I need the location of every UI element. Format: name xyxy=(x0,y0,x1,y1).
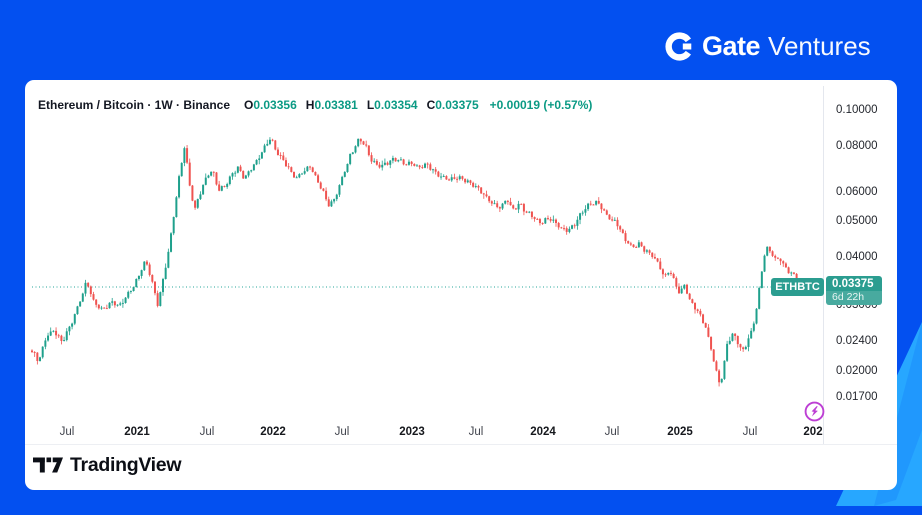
price-axis-label: 0.06000 xyxy=(836,186,878,198)
ohlc-high: H0.03381 xyxy=(305,98,358,112)
price-axis-label: 0.05000 xyxy=(836,215,878,227)
price-axis-border xyxy=(823,86,824,444)
price-axis-label: 0.02400 xyxy=(836,335,878,347)
tradingview-logo-text: TradingView xyxy=(70,453,182,476)
gate-logo-suffix: Ventures xyxy=(768,30,871,61)
ohlc-low: L0.03354 xyxy=(366,98,418,112)
gate-ventures-logo: Gate Ventures xyxy=(664,28,871,64)
instant-trading-button[interactable] xyxy=(804,401,825,422)
footer-divider xyxy=(25,444,897,445)
time-axis-label: Jul xyxy=(59,426,75,438)
tradingview-logo-link[interactable]: TradingView xyxy=(33,452,182,478)
price-axis-label: 0.08000 xyxy=(836,140,878,152)
time-axis-label: Jul xyxy=(334,426,350,438)
time-axis[interactable]: Jul 2021 Jul 2022 Jul 2023 Jul 2024 Jul 2025 Jul 20… xyxy=(25,421,823,444)
symbol-badge: ETHBTC xyxy=(771,277,824,296)
time-axis-label: 2025 xyxy=(667,426,693,438)
bar-countdown: 6d 22h xyxy=(826,290,882,305)
tradingview-icon xyxy=(33,457,63,473)
time-axis-label: 202 xyxy=(803,426,823,438)
symbol-title: Ethereum / Bitcoin · 1W · Binance xyxy=(38,98,231,112)
time-axis-label: Jul xyxy=(199,426,215,438)
price-axis-label: 0.04000 xyxy=(836,251,878,263)
ohlc-open: O0.03356 xyxy=(244,98,297,112)
price-axis[interactable]: 0.10000 0.08000 0.06000 0.05000 0.04000 0.030… xyxy=(823,80,897,444)
price-change: +0.00019 (+0.57%) xyxy=(489,98,593,112)
last-price-badge: 0.03375 6d 22h xyxy=(826,275,882,305)
time-axis-label: Jul xyxy=(604,426,620,438)
time-axis-label: Jul xyxy=(468,426,484,438)
chart-canvas[interactable] xyxy=(25,80,897,490)
chart-panel: Ethereum / Bitcoin · 1W · Binance O0.033… xyxy=(25,80,897,490)
time-axis-label: Jul xyxy=(742,426,758,438)
gate-logo-name: Gate xyxy=(702,30,761,61)
gate-icon xyxy=(665,31,692,61)
time-axis-label: 2022 xyxy=(260,426,286,438)
last-price-value: 0.03375 xyxy=(832,277,874,290)
ohlc-close: C0.03375 xyxy=(426,98,479,112)
chart-header: Ethereum / Bitcoin · 1W · Binance O0.033… xyxy=(38,98,592,113)
price-axis-label: 0.10000 xyxy=(836,104,878,116)
time-axis-label: 2023 xyxy=(399,426,425,438)
lightning-icon xyxy=(804,401,825,422)
price-axis-label: 0.02000 xyxy=(836,365,878,377)
price-axis-label: 0.01700 xyxy=(836,391,878,403)
time-axis-label: 2021 xyxy=(124,426,150,438)
time-axis-label: 2024 xyxy=(530,426,556,438)
